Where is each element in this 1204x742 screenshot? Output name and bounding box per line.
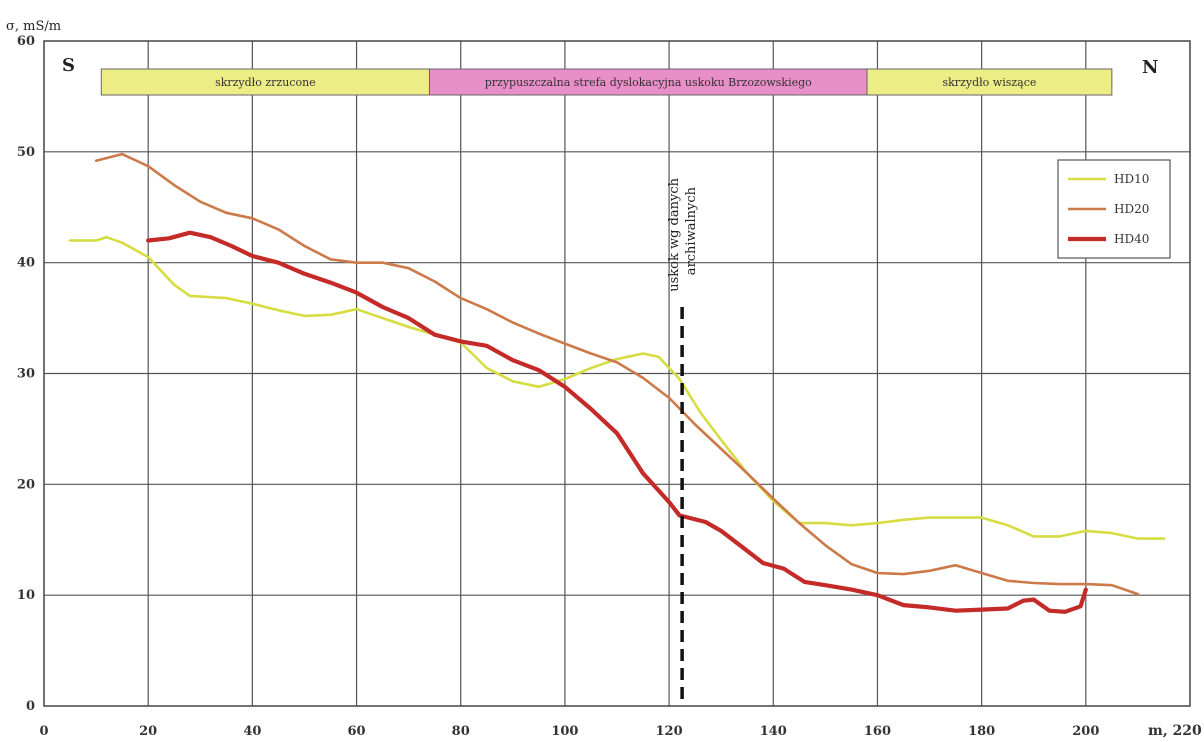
legend-label: HD10 <box>1114 172 1149 186</box>
y-tick-label: 30 <box>17 367 35 382</box>
legend-label: HD20 <box>1114 202 1149 216</box>
y-tick-label: 50 <box>17 145 35 160</box>
corner-label-south: S <box>62 55 75 76</box>
y-tick-label: 20 <box>17 477 35 492</box>
x-tick-label: 140 <box>760 724 787 739</box>
x-tick-label: 160 <box>864 724 891 739</box>
legend-label: HD40 <box>1114 232 1149 246</box>
zone-box <box>428 68 868 96</box>
zone-box <box>866 68 1113 96</box>
fault-label-line2: archiwalnych <box>684 186 699 275</box>
fault-marker: uskok wg danych archiwalnych <box>667 177 699 706</box>
y-tick-label: 40 <box>17 256 35 271</box>
zone-label: skrzydło wiszące <box>942 76 1036 89</box>
x-tick-label: 0 <box>39 724 48 739</box>
y-tick-label: 60 <box>17 34 35 49</box>
x-tick-label: 200 <box>1072 724 1099 739</box>
y-tick-label: 0 <box>26 699 35 714</box>
series-line-hd20 <box>94 152 1140 596</box>
x-tick-label: 60 <box>347 724 365 739</box>
x-axis-label: m, 220 <box>1148 723 1202 739</box>
zone-bar: skrzydło zrzucone przypuszczalna strefa d… <box>100 68 1113 96</box>
zone-label: przypuszczalna strefa dyslokacyjna uskok… <box>485 76 812 89</box>
tick-labels: 0 20 40 60 80 100 120 140 160 180 200 0 10 20 30 40 50 60 <box>17 34 1099 739</box>
x-tick-label: 180 <box>968 724 995 739</box>
series-lines <box>68 152 1166 614</box>
zone-box <box>100 68 430 96</box>
series-line-hd40 <box>146 230 1088 614</box>
zone-label: skrzydło zrzucone <box>215 76 316 89</box>
x-tick-label: 40 <box>243 724 261 739</box>
grid <box>44 41 1190 706</box>
x-tick-label: 100 <box>551 724 578 739</box>
fault-label-line1: uskok wg danych <box>667 177 682 291</box>
legend: HD10 HD20 HD40 <box>1057 159 1171 259</box>
y-tick-label: 10 <box>17 588 35 603</box>
plot-area-frame <box>43 40 1191 707</box>
y-axis-label: σ, mS/m <box>6 19 61 34</box>
series-line-hd10 <box>68 235 1166 540</box>
x-tick-label: 120 <box>656 724 683 739</box>
corner-label-north: N <box>1142 57 1158 78</box>
x-tick-label: 20 <box>139 724 157 739</box>
x-tick-label: 80 <box>452 724 470 739</box>
